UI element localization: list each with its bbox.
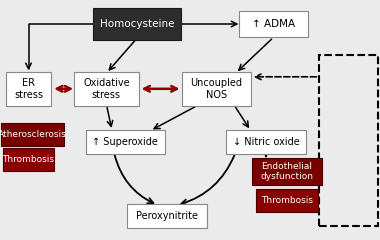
Text: ER
stress: ER stress: [14, 78, 43, 100]
Text: ↓ Nitric oxide: ↓ Nitric oxide: [233, 137, 299, 147]
FancyBboxPatch shape: [226, 130, 306, 154]
Bar: [319, 55, 378, 226]
FancyBboxPatch shape: [3, 148, 54, 171]
Text: Homocysteine: Homocysteine: [100, 19, 174, 29]
FancyBboxPatch shape: [6, 72, 51, 106]
FancyBboxPatch shape: [127, 204, 207, 228]
FancyBboxPatch shape: [182, 72, 251, 106]
Text: ↑ Superoxide: ↑ Superoxide: [92, 137, 158, 147]
FancyBboxPatch shape: [86, 130, 165, 154]
Text: Endothelial
dysfunction: Endothelial dysfunction: [260, 162, 314, 181]
Text: Thrombosis: Thrombosis: [261, 196, 313, 205]
Text: ↑ ADMA: ↑ ADMA: [252, 19, 295, 29]
FancyBboxPatch shape: [74, 72, 139, 106]
Text: Oxidative
stress: Oxidative stress: [83, 78, 130, 100]
FancyBboxPatch shape: [255, 189, 318, 212]
Text: Atherosclerosis: Atherosclerosis: [0, 130, 66, 139]
Text: Peroxynitrite: Peroxynitrite: [136, 211, 198, 221]
Text: Thrombosis: Thrombosis: [3, 155, 54, 164]
FancyBboxPatch shape: [93, 8, 180, 40]
FancyBboxPatch shape: [1, 123, 64, 146]
FancyBboxPatch shape: [239, 11, 308, 37]
FancyBboxPatch shape: [252, 158, 322, 185]
Text: Uncoupled
NOS: Uncoupled NOS: [191, 78, 242, 100]
